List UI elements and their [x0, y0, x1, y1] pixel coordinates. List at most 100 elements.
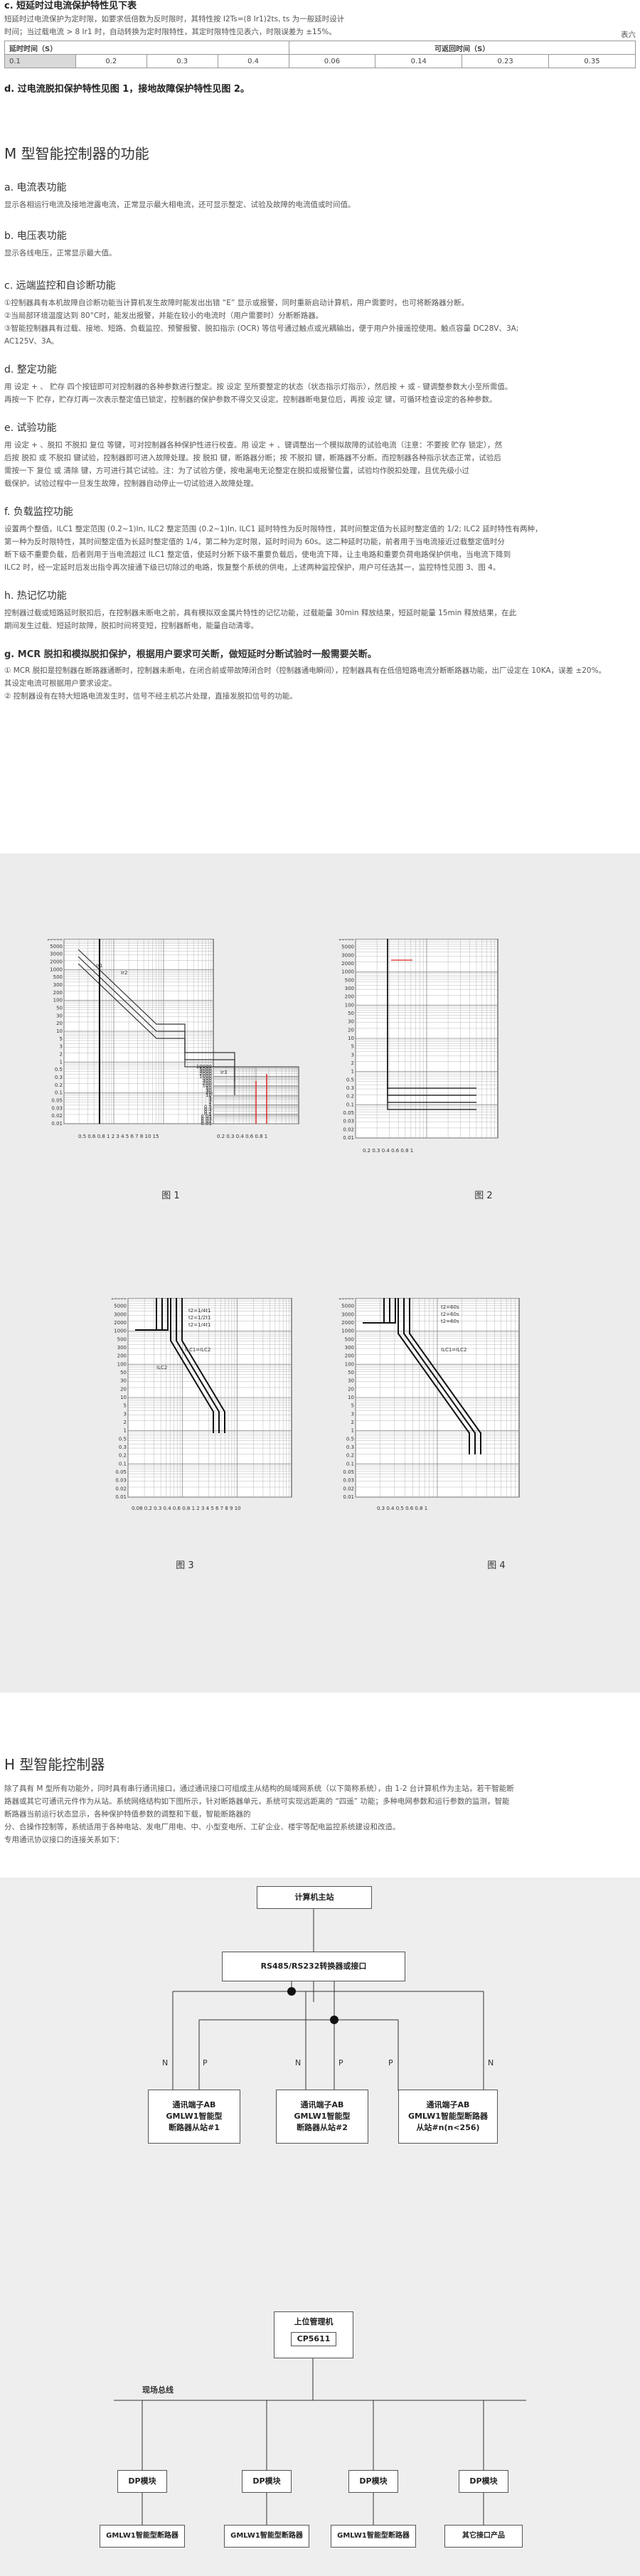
y-tick-label: 0.05 [201, 1114, 212, 1119]
y-tick-label: 10 [348, 1036, 354, 1041]
func-g-text3: ② 控制器设有在特大短路电流发生时，信号不经主机芯片处理，直接发脱扣信号的功能。 [4, 692, 297, 701]
section-d-text: d. 过电流脱扣保护特性见图 1，接地故障保护特性见图 2。 [4, 84, 250, 95]
curve-label: Ir3 [220, 1070, 227, 1075]
func-a-text: 显示各相运行电流及接地泄露电流，正常显示最大相电流，还可显示整定、试验及故障的电… [4, 201, 356, 209]
func-e-text2: 后按 脱扣 或 不脱扣 键试验，控制器即可进入故障处理。按 脱扣 键，断路器分断… [4, 454, 501, 462]
network-lines [114, 1907, 526, 2525]
curve-label: t2=1/4t1 [188, 1308, 211, 1314]
y-tick-label: 0.02 [51, 1113, 63, 1119]
section-h-text4: 分、合操作控制等，系统适用于各种电站、发电厂用电、中、小型变电所、工矿企业、楼宇… [4, 1823, 400, 1831]
section-m: M 型智能控制器的功能 a. 电流表功能 显示各相运行电流及接地泄露电流，正常显… [4, 142, 636, 703]
n-label-3: N [488, 2058, 494, 2067]
func-e-text4: 载保护。试验过程中一旦发生故障，控制器自动停止一切试验进入故障处理。 [4, 479, 258, 488]
func-g-text2: 其设定电流可根据用户要求设定。 [4, 679, 117, 688]
y-tick-label: 200 [117, 1353, 127, 1359]
p-label-3: P [388, 2058, 393, 2067]
figures-panel: 10000 5000 3000 2000 1000 500 300 200 100 50 30 20 1… [0, 853, 640, 1693]
y-tick-label: 3000 [199, 1069, 212, 1075]
y-tick-label: 0.02 [115, 1486, 127, 1491]
y-tick-label: 3 [124, 1411, 127, 1417]
y-tick-label: 0.1 [55, 1090, 63, 1096]
p-label-2: P [338, 2058, 343, 2067]
y-tick-label: 20 [348, 1027, 354, 1033]
func-f-heading: f. 负载监控功能 [4, 506, 73, 518]
p-label-1: P [203, 2058, 208, 2067]
load-curve [409, 1298, 481, 1454]
load-curve [170, 1298, 214, 1433]
y-tick-label: 10000 [338, 1298, 354, 1301]
network-panel: 计算机主站 RS485/RS232转换器或接口 N P N P P N 通讯端子… [0, 1878, 640, 2576]
y-tick-label: 3 [351, 1052, 354, 1058]
slave-box-2: 通讯端子AB GMLW1智能型 断路器从站#2 [276, 2090, 368, 2144]
slave-2-line2: GMLW1智能型 [294, 2112, 351, 2121]
converter-box: RS485/RS232转换器或接口 [222, 1952, 405, 1981]
y-tick-label: 1 [60, 1059, 63, 1065]
func-h-text1: 控制器过载或短路延时脱扣后，在控制器未断电之前，具有模拟双金属片特性的记忆功能，… [4, 609, 517, 617]
func-g-text1: ① MCR 脱扣是控制器在断路器通断时，控制器未断电，在闭合前或带故障闭合时（控… [4, 666, 607, 675]
y-tick-label: 0.01 [343, 1494, 354, 1500]
func-d-text2: 再按一下 贮存，贮存灯再一次表示整定值已锁定，控制器的保护参数不得交叉设定。控制… [4, 395, 497, 404]
x-tick-labels: 0.08 0.2 0.3 0.4 0.6 0.8 1 2 3 4 5 6 7 8… [132, 1506, 241, 1511]
y-tick-label: 5 [124, 1403, 127, 1409]
master-box: 上位管理机 CP5611 [274, 2311, 353, 2358]
y-tick-label: 50 [56, 1006, 63, 1011]
curve-label: t2=1/2t1 [188, 1315, 211, 1321]
y-tick-label: 0.5 [204, 1105, 212, 1110]
y-tick-label: 5000 [114, 1304, 127, 1309]
y-tick-label: 10000 [338, 939, 354, 942]
y-tick-label: 1000 [114, 1329, 127, 1334]
y-tick-label: 200 [345, 1353, 354, 1359]
func-c-text2: ②当局部环境温度达到 80°C时，能发出报警，并能在较小的电流时（用户需要时）分… [4, 312, 324, 320]
fieldbus-label: 现场总线 [142, 2385, 174, 2395]
y-tick-label: 300 [345, 1345, 354, 1351]
section-h-text5: 专用通讯协议接口的连接关系如下： [4, 1836, 124, 1844]
y-tick-label: 0.3 [204, 1107, 212, 1112]
y-tick-label: 0.03 [343, 1119, 354, 1124]
y-tick-label: 50 [348, 1370, 354, 1375]
y-tick-label: 0.01 [51, 1121, 63, 1127]
y-tick-label: 30 [206, 1087, 212, 1093]
n-label-1: N [162, 2058, 169, 2067]
cp-box: CP5611 [291, 2332, 336, 2346]
func-c-text1: ①控制器具有本机故障自诊断功能当计算机发生故障时能发出出错 “E” 显示或报警，… [4, 299, 469, 307]
y-tick-label: 500 [117, 1336, 127, 1342]
n-label-2: N [295, 2058, 302, 2067]
y-tick-label: 0.02 [343, 1127, 354, 1132]
y-tick-label: 1000 [199, 1073, 212, 1079]
y-tick-label: 20 [348, 1386, 354, 1392]
y-tick-label: 0.3 [55, 1075, 63, 1080]
func-b-text: 显示各线电压，正常显示最大值。 [4, 249, 117, 257]
section-h: H 型智能控制器 除了具有 M 型所有功能外，同时具有串行通讯接口，通过通讯接口… [4, 1753, 636, 1846]
y-tick-label: 2000 [341, 961, 354, 967]
func-f-text1: 设置两个整值，ILC1 整定范围 (0.2~1)In, ILC2 整定范围 (0… [4, 525, 543, 533]
y-tick-label: 2 [351, 1420, 354, 1425]
curve-label: t2=60s [441, 1311, 459, 1317]
delay-table-header: 延时时间（S） 可返回时间（S） [4, 41, 636, 55]
section-h-text3: 断路器当前运行状态显示，各种保护特值参数的调整和下载，智能断路器的 [4, 1810, 251, 1819]
y-tick-label: 500 [53, 974, 63, 980]
func-b-heading: b. 电压表功能 [4, 230, 67, 242]
y-tick-label: 300 [117, 1345, 127, 1351]
func-g-heading: g. MCR 脱扣和模拟脱扣保护，根据用户要求可关断，做短延时分断试验时一般需要… [4, 649, 377, 660]
x-tick-labels: 0.5 0.6 0.8 1 2 3 4 5 6 7 8 10 15 [78, 1134, 159, 1139]
device-box-1: GMLW1智能型断路器 [100, 2525, 185, 2548]
y-tick-label: 2 [209, 1100, 212, 1105]
curve-label: Ir1 [96, 963, 102, 969]
y-tick-label: 3 [209, 1097, 212, 1103]
y-tick-label: 2 [124, 1420, 127, 1425]
load-curve [135, 1298, 169, 1331]
long-delay-curve [78, 963, 235, 1095]
slave-n-line3: 从站#n(n<256) [416, 2123, 480, 2132]
slave-1-line1: 通讯端子AB [172, 2100, 216, 2109]
x-tick-labels: 0.2 0.3 0.4 0.6 0.8 1 [363, 1148, 413, 1154]
y-tick-label: 3000 [114, 1311, 127, 1317]
y-tick-label: 0.5 [346, 1436, 354, 1442]
figure-1: 1000050003000200010005003002001005030201… [47, 939, 299, 1139]
y-tick-label: 0.5 [346, 1077, 354, 1082]
y-tick-label: 5000 [341, 944, 354, 950]
section-c-text1: 短延时过电流保护为定时限，如要求低倍数为反时限时，其特性按 I2Ts=(8 Ir… [4, 15, 345, 23]
y-tick-label: 100 [345, 1002, 354, 1008]
figure-3: 10000 5000 3000 2000 1000 500 300 200 100 50 30 20 1… [111, 1298, 292, 1511]
load-curve [176, 1298, 220, 1433]
y-tick-label: 50 [206, 1085, 212, 1091]
